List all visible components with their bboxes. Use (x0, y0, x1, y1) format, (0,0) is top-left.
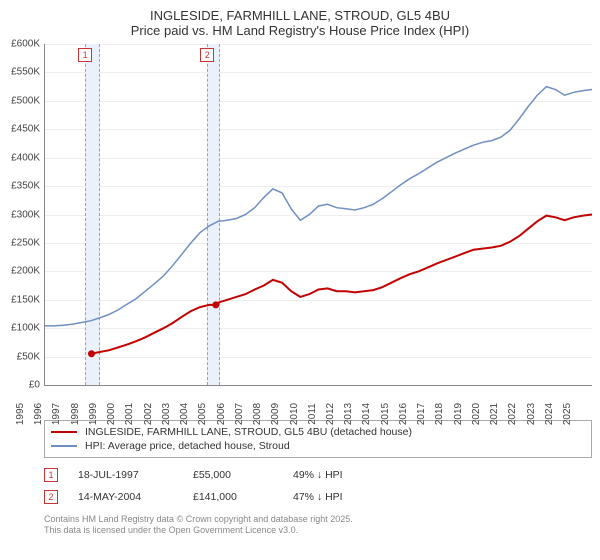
event-delta: 47% ↓ HPI (293, 491, 343, 503)
event-row: 2 14-MAY-2004 £141,000 47% ↓ HPI (44, 486, 592, 508)
legend-label-blue: HPI: Average price, detached house, Stro… (85, 440, 290, 452)
sale-point-icon (212, 301, 219, 308)
y-tick-label: £250K (11, 237, 40, 248)
y-tick-label: £200K (11, 266, 40, 277)
y-tick-label: £50K (17, 351, 40, 362)
legend-swatch-blue (51, 445, 77, 447)
x-axis: 1995199619971998199920002001200220032004… (44, 386, 592, 414)
legend-row-blue: HPI: Average price, detached house, Stro… (51, 439, 585, 453)
legend-swatch-red (51, 431, 77, 433)
footer-line1: Contains HM Land Registry data © Crown c… (44, 514, 592, 525)
sale-marker-1: 1 (78, 48, 92, 62)
event-row: 1 18-JUL-1997 £55,000 49% ↓ HPI (44, 464, 592, 486)
y-tick-label: £350K (11, 181, 40, 192)
x-tick-label: 2025 (563, 403, 591, 425)
chart-canvas: 12 (44, 44, 592, 386)
title-subtitle: Price paid vs. HM Land Registry's House … (4, 23, 596, 38)
legend-label-red: INGLESIDE, FARMHILL LANE, STROUD, GL5 4B… (85, 426, 412, 438)
y-tick-label: £400K (11, 152, 40, 163)
event-delta: 49% ↓ HPI (293, 469, 343, 481)
footer-line2: This data is licensed under the Open Gov… (44, 525, 592, 536)
y-tick-label: £550K (11, 67, 40, 78)
sale-point-icon (88, 350, 95, 357)
events-table: 1 18-JUL-1997 £55,000 49% ↓ HPI 2 14-MAY-2004… (44, 464, 592, 508)
plot-area: £0 £50K £100K £150K £200K £250K £300K £350K £400… (4, 44, 596, 414)
legend: INGLESIDE, FARMHILL LANE, STROUD, GL5 4B… (44, 420, 592, 458)
footer: Contains HM Land Registry data © Crown c… (44, 514, 592, 537)
chart-container: INGLESIDE, FARMHILL LANE, STROUD, GL5 4B… (0, 0, 600, 541)
y-tick-label: £500K (11, 95, 40, 106)
chart-titles: INGLESIDE, FARMHILL LANE, STROUD, GL5 4B… (4, 8, 596, 38)
event-index: 2 (44, 490, 58, 504)
y-axis: £0£50K£100K£150K£200K£250K£300K£350K£400… (4, 44, 44, 386)
legend-row-red: INGLESIDE, FARMHILL LANE, STROUD, GL5 4B… (51, 425, 585, 439)
event-date: 14-MAY-2004 (78, 491, 173, 503)
event-index: 1 (44, 468, 58, 482)
y-tick-label: £100K (11, 323, 40, 334)
y-tick-label: £600K (11, 39, 40, 50)
y-tick-label: £0 (29, 380, 40, 391)
y-tick-label: £300K (11, 209, 40, 220)
chart-svg (45, 44, 592, 385)
event-price: £55,000 (193, 469, 273, 481)
event-date: 18-JUL-1997 (78, 469, 173, 481)
series-red (92, 215, 593, 354)
y-tick-label: £450K (11, 124, 40, 135)
sale-marker-2: 2 (200, 48, 214, 62)
event-price: £141,000 (193, 491, 273, 503)
title-address: INGLESIDE, FARMHILL LANE, STROUD, GL5 4B… (4, 8, 596, 23)
y-tick-label: £150K (11, 294, 40, 305)
